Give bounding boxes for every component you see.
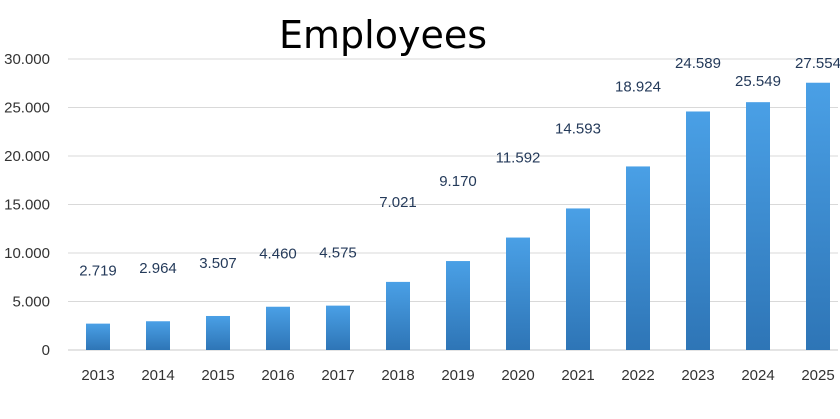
bar-2024 (746, 102, 770, 350)
chart-title: Employees (279, 13, 487, 57)
data-label-2019: 9.170 (439, 173, 477, 190)
bar-2023 (686, 111, 710, 351)
data-label-2025: 27.554 (795, 55, 840, 72)
x-tick-label-2019: 2019 (441, 367, 474, 384)
x-tick-label-2017: 2017 (321, 367, 354, 384)
bar-2018 (386, 281, 410, 350)
x-tick-label-2024: 2024 (741, 367, 774, 384)
bar-2019 (446, 261, 470, 350)
y-axis-ticks: 0 5.000 10.000 15.000 20.000 25.000 30.000 (4, 51, 50, 359)
y-tick-label: 15.000 (4, 197, 50, 214)
x-tick-label-2022: 2022 (621, 367, 654, 384)
bar-2016 (266, 306, 290, 350)
bar-2021 (566, 208, 590, 350)
x-tick-label-2025: 2025 (801, 367, 834, 384)
x-tick-label-2018: 2018 (381, 367, 414, 384)
data-label-2013: 2.719 (79, 263, 117, 280)
x-tick-label-2015: 2015 (201, 367, 234, 384)
y-tick-label: 5.000 (12, 294, 50, 311)
bar-2014 (146, 321, 170, 350)
bar-2022 (626, 166, 650, 350)
data-label-2023: 24.589 (675, 55, 721, 72)
data-label-2014: 2.964 (139, 260, 177, 277)
y-tick-label: 30.000 (4, 51, 50, 68)
bar-2013 (86, 323, 110, 350)
data-label-2021: 14.593 (555, 120, 601, 137)
x-tick-label-2014: 2014 (141, 367, 174, 384)
bar-2015 (206, 315, 230, 350)
data-label-2020: 11.592 (496, 150, 541, 167)
y-tick-label: 0 (42, 342, 50, 359)
gridlines (68, 58, 838, 351)
bar-2020 (506, 237, 530, 350)
data-label-2015: 3.507 (199, 255, 237, 272)
y-tick-label: 10.000 (4, 245, 50, 262)
y-tick-label: 20.000 (4, 148, 50, 165)
data-label-2017: 4.575 (319, 245, 357, 262)
x-tick-label-2020: 2020 (501, 367, 534, 384)
x-tick-label-2023: 2023 (681, 367, 714, 384)
x-tick-label-2016: 2016 (261, 367, 294, 384)
x-axis-ticks: 2013 2014 2015 2016 2017 2018 2019 2020 2021 2022… (81, 367, 834, 384)
y-tick-label: 25.000 (4, 100, 50, 117)
data-labels: 2.719 2.964 3.507 4.460 4.575 7.021 9.170 11.59… (79, 55, 840, 280)
data-label-2016: 4.460 (259, 246, 297, 263)
bar-2017 (326, 305, 350, 350)
x-tick-label-2013: 2013 (81, 367, 114, 384)
data-label-2018: 7.021 (379, 194, 417, 211)
data-label-2022: 18.924 (615, 78, 661, 95)
bar-2025 (806, 82, 830, 350)
data-label-2024: 25.549 (735, 73, 781, 90)
bars (86, 82, 830, 351)
x-tick-label-2021: 2021 (561, 367, 594, 384)
